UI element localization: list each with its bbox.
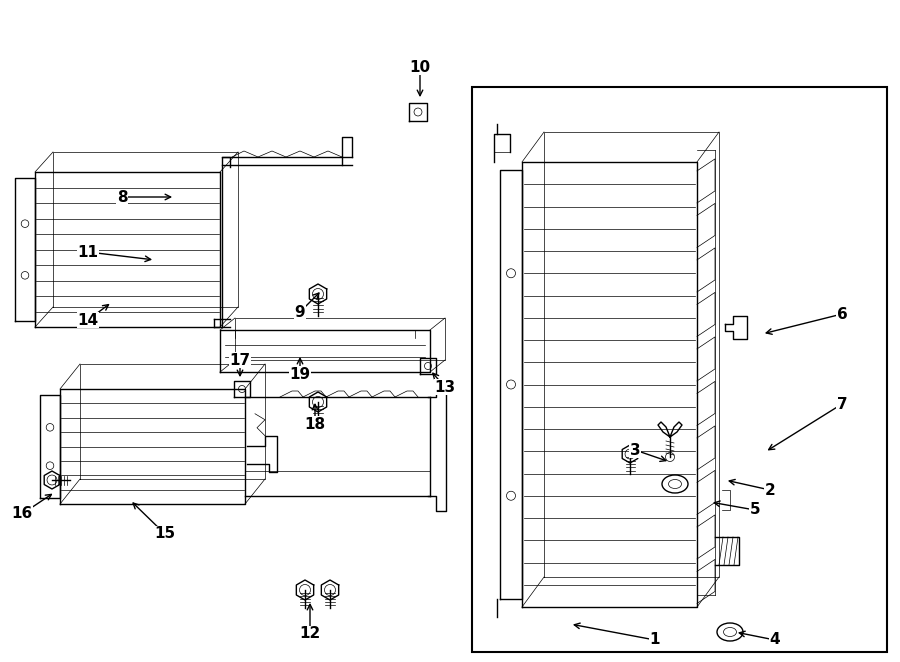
- Text: 1: 1: [650, 632, 661, 647]
- Text: 4: 4: [770, 632, 780, 647]
- Text: 10: 10: [410, 60, 430, 75]
- Text: 14: 14: [77, 312, 99, 328]
- Bar: [472, 87, 887, 652]
- Text: 16: 16: [12, 506, 32, 522]
- Text: 12: 12: [300, 626, 320, 641]
- Text: 11: 11: [77, 244, 98, 260]
- Text: 18: 18: [304, 416, 326, 432]
- Text: 15: 15: [155, 526, 176, 542]
- Text: 6: 6: [837, 307, 848, 322]
- Text: 9: 9: [294, 305, 305, 320]
- Text: 7: 7: [837, 397, 847, 412]
- Text: 5: 5: [750, 502, 760, 518]
- Text: 2: 2: [765, 483, 776, 498]
- Text: 17: 17: [230, 352, 250, 367]
- Text: 3: 3: [630, 442, 640, 457]
- Text: 19: 19: [290, 367, 310, 381]
- Text: 13: 13: [435, 379, 455, 395]
- Text: 8: 8: [117, 189, 127, 205]
